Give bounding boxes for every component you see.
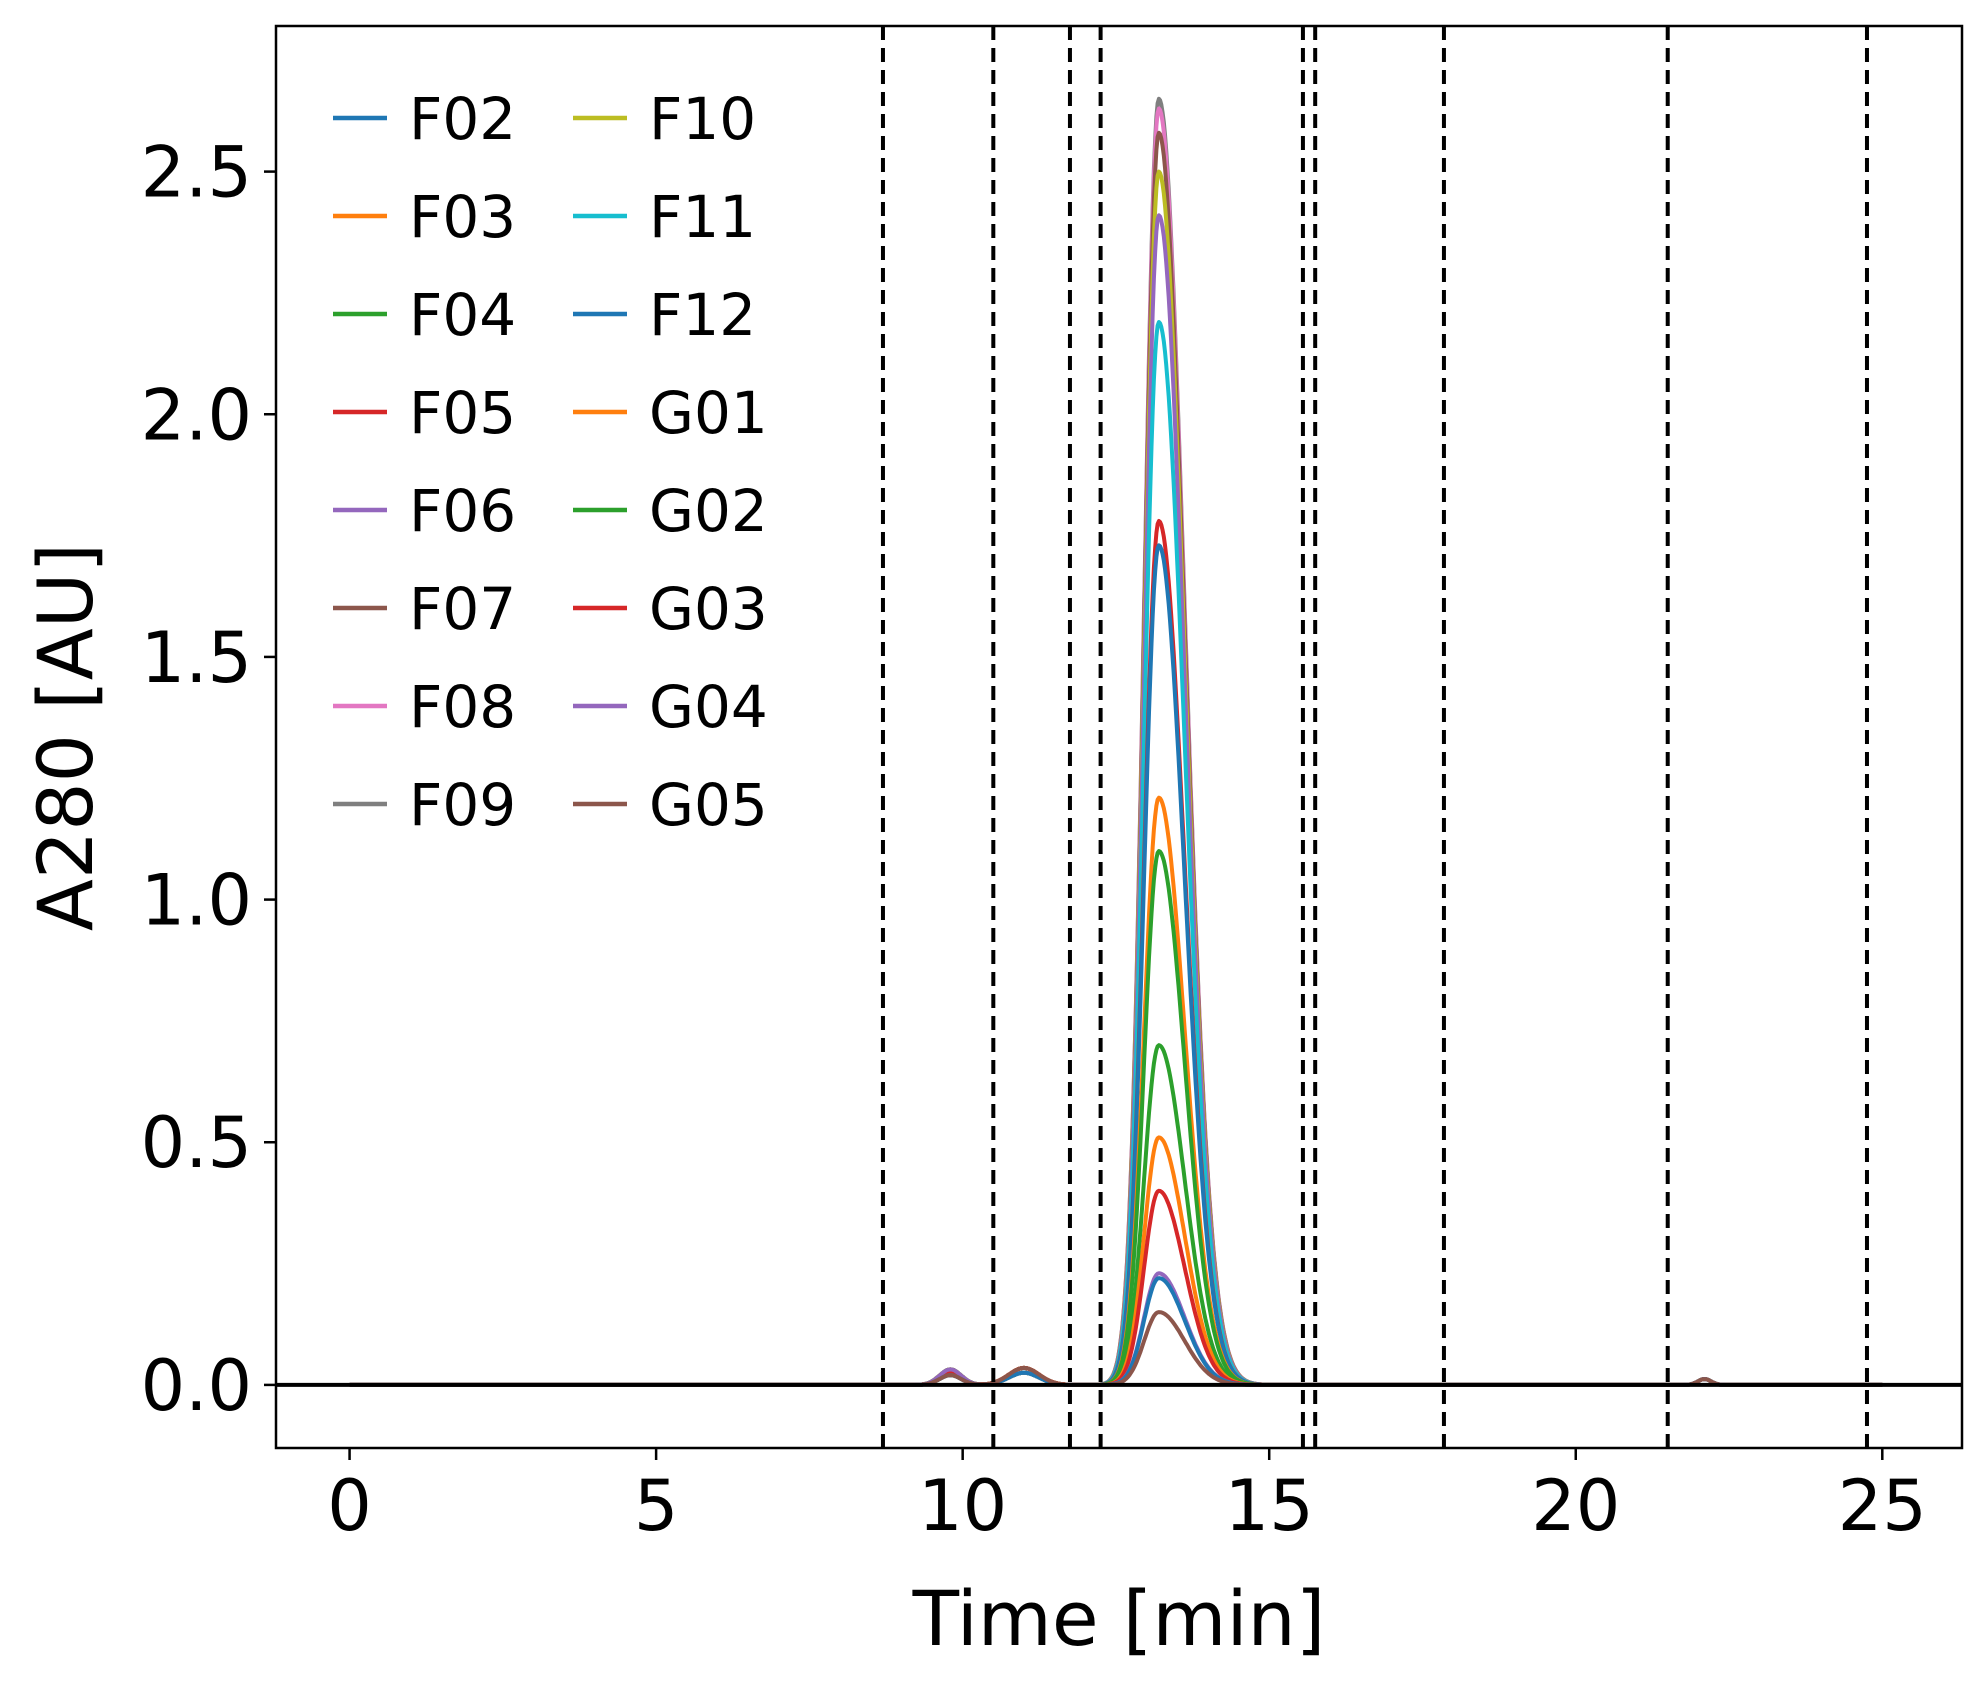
- x-tick-label: 10: [918, 1465, 1007, 1547]
- legend-label-f04: F04: [409, 281, 516, 349]
- y-tick-label: 2.0: [141, 374, 252, 456]
- y-axis-ticks: 0.0 0.5 1.0 1.5 2.0 2.5: [141, 132, 276, 1427]
- y-tick-label: 1.0: [141, 860, 252, 942]
- x-tick-label: 20: [1531, 1465, 1620, 1547]
- x-tick-label: 0: [327, 1465, 372, 1547]
- x-axis-ticks: 0 5 10 15 20 25: [327, 1448, 1927, 1547]
- legend-label-f09: F09: [409, 771, 516, 839]
- legend-label-g04: G04: [649, 673, 768, 741]
- legend-label-g01: G01: [649, 379, 768, 447]
- legend-label-g05: G05: [649, 771, 768, 839]
- x-tick-label: 25: [1838, 1465, 1927, 1547]
- vertical-marker-lines: [880, 26, 1869, 1448]
- y-axis-label: A280 [AU]: [21, 543, 110, 931]
- x-axis-label: Time [min]: [912, 1574, 1326, 1663]
- y-tick-label: 0.5: [141, 1102, 252, 1184]
- legend-label-f06: F06: [409, 477, 516, 545]
- x-tick-label: 5: [634, 1465, 679, 1547]
- legend-label-f07: F07: [409, 575, 516, 643]
- y-tick-label: 0.0: [141, 1345, 252, 1427]
- legend-label-f03: F03: [409, 183, 516, 251]
- y-tick-label: 1.5: [141, 617, 252, 699]
- x-tick-label: 15: [1225, 1465, 1314, 1547]
- y-tick-label: 2.5: [141, 132, 252, 214]
- legend-label-f11: F11: [649, 183, 756, 251]
- plot-frame: [274, 24, 1964, 1450]
- legend-label-f12: F12: [649, 281, 756, 349]
- legend-label-g02: G02: [649, 477, 768, 545]
- legend-label-f10: F10: [649, 85, 756, 153]
- legend: F02 F03 F04 F05 F06 F07 F08 F09 F10 F11 F12 G01 G02 G…: [333, 85, 768, 839]
- legend-label-f02: F02: [409, 85, 516, 153]
- legend-label-f08: F08: [409, 673, 516, 741]
- legend-label-g03: G03: [649, 575, 768, 643]
- legend-label-f05: F05: [409, 379, 516, 447]
